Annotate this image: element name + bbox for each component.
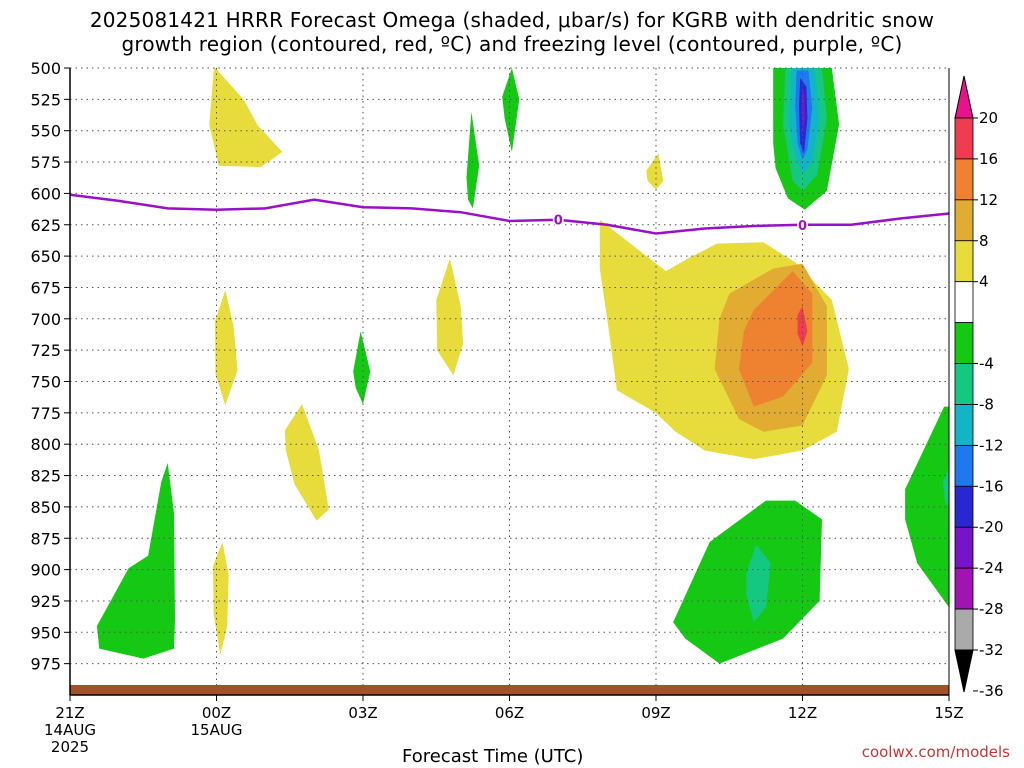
y-axis-ticks: 500 525 550 575 600 625 650 675 700 725 750 775 800 8…: [30, 59, 70, 674]
x-tick-label-9: 06Z: [495, 704, 524, 722]
y-tick-label-850: 850: [30, 498, 61, 517]
y-tick-label-575: 575: [30, 153, 61, 172]
y-tick-label-875: 875: [30, 529, 61, 548]
colorbar-label-8: -16: [979, 477, 1004, 495]
colorbar-bin-4: [954, 281, 974, 324]
x-tick-label-18: 15Z: [934, 704, 963, 722]
colorbar-label-10: -24: [979, 559, 1004, 577]
y-tick-label-975: 975: [30, 655, 61, 674]
x-tick-date-0: 14AUG: [44, 721, 96, 739]
y-tick-label-900: 900: [30, 561, 61, 580]
colorbar-bin-11: [954, 567, 974, 610]
colorbar-label-2: 12: [979, 191, 998, 209]
colorbar-bin-5: [954, 322, 974, 364]
colorbar-bin-1: [954, 158, 974, 201]
colorbar-label-4: 4: [979, 273, 989, 291]
colorbar-bin-12: [954, 608, 974, 651]
freezing-level-label-0: 0: [554, 214, 563, 229]
colorbar-label-1: 16: [979, 150, 998, 168]
omega-area-15: [746, 544, 771, 623]
colorbar: 20 16 12 8 4 -4 -8 -12 -16 -20 -24 -28 -32 -36: [954, 75, 1004, 700]
colorbar-label-13: -36: [979, 682, 1004, 700]
colorbar-bin-8: [954, 444, 974, 487]
colorbar-bin-6: [954, 363, 974, 405]
omega-area-16: [905, 406, 949, 608]
y-tick-label-675: 675: [30, 278, 61, 297]
colorbar-label-3: 8: [979, 232, 989, 250]
ground-strip: [70, 684, 949, 695]
freezing-level-line: [69, 193, 950, 235]
credit-link[interactable]: coolwx.com/models: [861, 743, 1010, 761]
colorbar-bottom-arrow: [954, 649, 974, 693]
omega-area-10: [96, 463, 175, 659]
omega-area-11: [502, 68, 520, 152]
x-tick-label-15: 12Z: [788, 704, 817, 722]
y-tick-label-650: 650: [30, 247, 61, 266]
omega-area-9: [797, 306, 808, 347]
y-tick-label-625: 625: [30, 216, 61, 235]
colorbar-bin-10: [954, 526, 974, 569]
colorbar-bin-2: [954, 199, 974, 242]
omega-area-3: [284, 404, 329, 521]
chart-title-line-1: 2025081421 HRRR Forecast Omega (shaded, …: [89, 8, 935, 32]
ground-fill: [70, 684, 949, 695]
y-tick-label-775: 775: [30, 404, 61, 423]
y-tick-label-725: 725: [30, 341, 61, 360]
x-tick-label-12: 09Z: [641, 704, 670, 722]
omega-shading: [96, 68, 949, 664]
omega-area-5: [646, 153, 664, 190]
colorbar-label-0: 20: [979, 109, 998, 127]
colorbar-bin-3: [954, 240, 974, 283]
x-axis-label: Forecast Time (UTC): [402, 746, 584, 767]
y-tick-label-750: 750: [30, 373, 61, 392]
y-tick-label-525: 525: [30, 90, 61, 109]
x-tick-label-6: 03Z: [348, 704, 377, 722]
y-tick-label-800: 800: [30, 435, 61, 454]
omega-area-12: [466, 111, 480, 209]
y-tick-label-600: 600: [30, 184, 61, 203]
omega-area-0: [209, 68, 283, 168]
y-tick-label-925: 925: [30, 592, 61, 611]
y-tick-label-550: 550: [30, 122, 61, 141]
colorbar-label-9: -20: [979, 518, 1004, 536]
y-tick-label-500: 500: [30, 59, 61, 78]
y-tick-label-950: 950: [30, 623, 61, 642]
omega-area-8: [739, 271, 813, 407]
colorbar-bin-0: [954, 117, 974, 160]
omega-area-1: [215, 290, 238, 406]
omega-area-4: [436, 258, 464, 376]
colorbar-bin-7: [954, 404, 974, 446]
colorbar-top-arrow: [954, 75, 974, 119]
omega-area-23: [801, 86, 805, 134]
x-tick-label-3: 00Z: [202, 704, 231, 722]
colorbar-label-6: -8: [979, 395, 994, 413]
x-tick-label-0: 21Z: [55, 704, 84, 722]
colorbar-label-11: -28: [979, 600, 1004, 618]
x-tick-year-0: 2025: [51, 738, 89, 756]
colorbar-label-12: -32: [979, 641, 1004, 659]
y-tick-label-700: 700: [30, 310, 61, 329]
freezing-level-label-1: 0: [798, 219, 807, 234]
omega-area-17: [943, 466, 949, 507]
colorbar-label-7: -12: [979, 436, 1004, 454]
colorbar-bin-9: [954, 485, 974, 528]
colorbar-label-5: -4: [979, 355, 994, 373]
chart-title-line-2: growth region (contoured, red, ºC) and f…: [121, 32, 903, 56]
omega-area-2: [213, 542, 229, 655]
y-tick-label-825: 825: [30, 467, 61, 486]
omega-area-13: [353, 331, 371, 405]
x-tick-date-3: 15AUG: [191, 721, 243, 739]
